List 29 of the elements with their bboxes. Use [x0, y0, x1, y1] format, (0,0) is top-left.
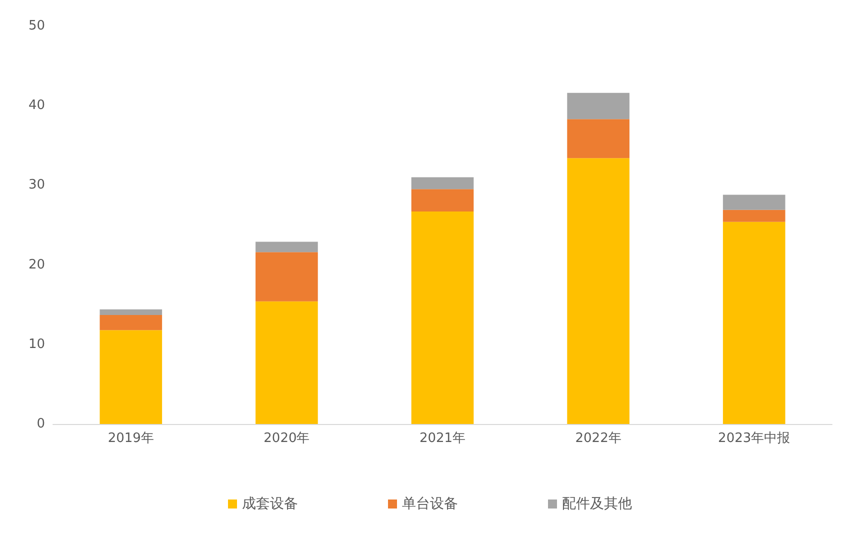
bar — [567, 119, 630, 158]
x-tick-label: 2019年 — [108, 431, 154, 446]
x-tick-label: 2020年 — [264, 431, 310, 446]
bar — [411, 177, 474, 190]
x-tick-label: 2023年中报 — [718, 431, 790, 446]
bar — [722, 194, 786, 210]
bar — [256, 301, 318, 424]
bar — [411, 189, 474, 212]
bar — [722, 222, 786, 424]
legend-label: 配件及其他 — [562, 496, 632, 512]
bar — [100, 314, 162, 330]
bar — [100, 309, 162, 315]
y-tick-label: 10 — [28, 336, 45, 352]
bar — [567, 158, 630, 424]
x-tick-label: 2022年 — [575, 431, 622, 446]
bar — [722, 210, 786, 222]
bar — [100, 330, 162, 424]
y-tick-label: 0 — [36, 416, 45, 432]
bar — [256, 252, 318, 302]
legend-label: 成套设备 — [242, 496, 298, 512]
y-tick-label: 40 — [28, 98, 45, 114]
y-tick-label: 30 — [28, 178, 45, 193]
bar — [411, 211, 474, 424]
legend-label: 单台设备 — [402, 496, 458, 512]
x-tick-label: 2021年 — [419, 431, 466, 446]
bar — [256, 242, 318, 252]
y-tick-label: 50 — [28, 18, 45, 34]
bar — [567, 92, 630, 120]
y-tick-label: 20 — [28, 257, 45, 272]
